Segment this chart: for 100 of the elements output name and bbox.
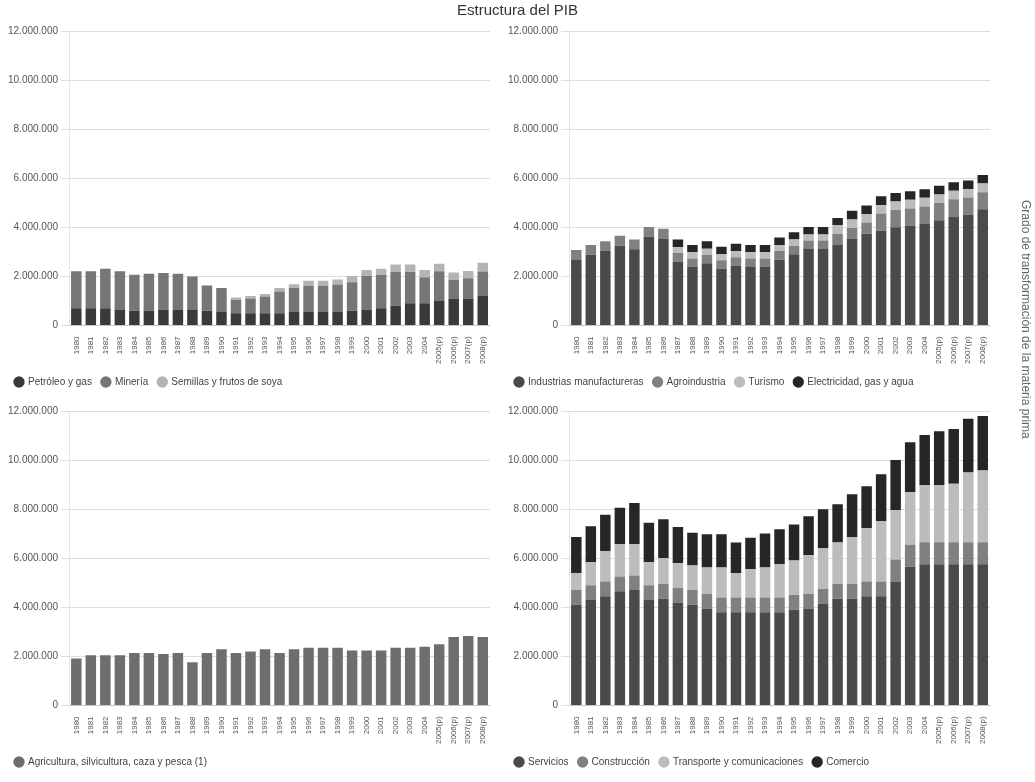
bar bbox=[977, 542, 988, 565]
x-tick-label: 2005(p) bbox=[934, 716, 944, 744]
bar bbox=[919, 435, 930, 486]
bar bbox=[875, 213, 887, 231]
bar bbox=[404, 303, 416, 325]
bar bbox=[730, 597, 742, 613]
bar bbox=[948, 428, 959, 484]
bar bbox=[600, 251, 611, 325]
x-tick-label: 2003 bbox=[905, 335, 915, 355]
bar bbox=[332, 284, 343, 312]
x-tick-label: 1985 bbox=[144, 715, 154, 735]
bar bbox=[259, 313, 271, 325]
bar bbox=[585, 526, 597, 563]
bar bbox=[614, 507, 626, 545]
bar bbox=[614, 576, 626, 592]
bar bbox=[803, 516, 814, 556]
bar bbox=[288, 287, 300, 312]
bar bbox=[158, 309, 169, 325]
bar bbox=[759, 267, 771, 325]
y-tick-label: 0 bbox=[552, 319, 559, 331]
x-tick-label: 1997 bbox=[818, 715, 828, 735]
bar bbox=[745, 267, 756, 325]
bar bbox=[904, 566, 916, 705]
bar bbox=[977, 175, 988, 184]
y-tick-label: 4.000.000 bbox=[513, 601, 559, 613]
bar bbox=[100, 268, 111, 309]
y-tick-label: 10.000.000 bbox=[7, 73, 59, 85]
x-tick-label: 2001 bbox=[376, 335, 386, 355]
y-tick-label: 2.000.000 bbox=[513, 270, 559, 282]
bar bbox=[629, 590, 640, 705]
x-tick-label: 2005(p) bbox=[434, 716, 444, 744]
x-tick-label: 1999 bbox=[847, 335, 857, 355]
bar bbox=[817, 603, 829, 705]
bar bbox=[317, 311, 329, 325]
bar bbox=[730, 243, 742, 252]
x-tick-label: 2008(p) bbox=[477, 336, 487, 364]
bar bbox=[774, 244, 785, 252]
x-tick-label: 1997 bbox=[318, 715, 328, 735]
y-tick-label: 6.000.000 bbox=[13, 551, 59, 563]
bar bbox=[904, 191, 916, 200]
bar bbox=[788, 232, 800, 240]
bar bbox=[832, 598, 843, 705]
bar bbox=[759, 258, 771, 268]
bar bbox=[730, 542, 742, 573]
bar bbox=[375, 274, 387, 309]
bar bbox=[890, 510, 901, 560]
x-tick-label: 2004 bbox=[919, 335, 929, 355]
bar bbox=[448, 279, 459, 299]
bar bbox=[433, 263, 445, 272]
bar bbox=[404, 271, 416, 304]
bar bbox=[919, 564, 930, 705]
legend-label: Agricultura, silvicultura, caza y pesca (1) bbox=[28, 755, 207, 767]
x-tick-label: 1998 bbox=[332, 715, 342, 735]
bar bbox=[962, 189, 974, 198]
bar bbox=[701, 567, 713, 594]
bar bbox=[919, 206, 930, 224]
x-tick-label: 1998 bbox=[832, 335, 842, 355]
bar bbox=[230, 299, 242, 314]
bar bbox=[114, 309, 126, 325]
bar bbox=[462, 298, 474, 325]
x-tick-label: 1988 bbox=[687, 715, 697, 735]
bar bbox=[759, 567, 771, 598]
bar bbox=[774, 259, 785, 325]
x-tick-label: 1989 bbox=[202, 715, 212, 735]
x-tick-label: 1991 bbox=[231, 715, 241, 735]
bar bbox=[361, 309, 372, 325]
bar bbox=[759, 612, 771, 705]
bar bbox=[788, 524, 800, 561]
bar bbox=[832, 504, 843, 543]
bar bbox=[361, 276, 372, 310]
bar bbox=[919, 189, 930, 198]
x-tick-label: 1987 bbox=[173, 715, 183, 735]
legend-label: Minería bbox=[114, 375, 149, 387]
bar bbox=[933, 564, 945, 705]
x-tick-label: 2000 bbox=[861, 715, 871, 735]
bar bbox=[716, 268, 727, 325]
x-tick-label: 1990 bbox=[216, 335, 226, 355]
bar bbox=[643, 227, 655, 237]
bar bbox=[832, 225, 843, 234]
bar bbox=[846, 219, 858, 229]
bar bbox=[404, 264, 416, 272]
x-tick-label: 1999 bbox=[347, 335, 357, 355]
bar bbox=[817, 509, 829, 548]
bar bbox=[303, 285, 314, 312]
bar bbox=[948, 564, 959, 705]
x-tick-label: 1993 bbox=[260, 715, 270, 735]
bar bbox=[571, 590, 582, 605]
bar bbox=[361, 269, 372, 277]
bar bbox=[701, 263, 713, 325]
bar bbox=[658, 583, 669, 599]
bar bbox=[962, 542, 974, 565]
x-tick-label: 1993 bbox=[260, 335, 270, 355]
bar bbox=[745, 569, 756, 598]
bar bbox=[745, 537, 756, 570]
x-tick-label: 1980 bbox=[571, 335, 581, 355]
bar bbox=[129, 274, 140, 311]
bar bbox=[629, 239, 640, 250]
bar bbox=[832, 244, 843, 325]
bar bbox=[658, 598, 669, 705]
bar bbox=[643, 522, 655, 563]
